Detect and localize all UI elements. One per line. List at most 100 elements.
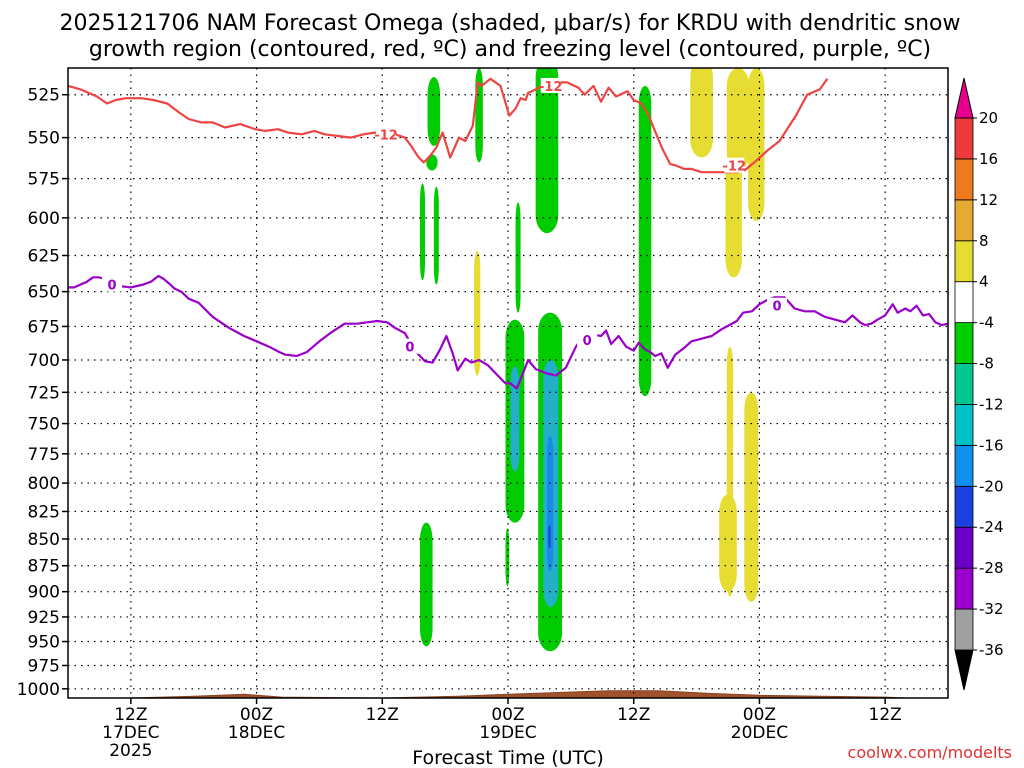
omega-cell-green [505,528,510,587]
contour-label-bg [577,331,598,347]
contour-label-bg [376,126,397,142]
omega-cell-yellow [725,154,742,278]
x-tick-label: 12Z [366,705,399,725]
y-tick-label: 1000 [17,680,60,700]
colorbar-bin [954,485,974,528]
dgz-isotherm-line [68,77,829,174]
colorbar-label: -16 [979,436,1004,454]
x-tick-label: 12Z [617,705,650,725]
credit-link[interactable]: coolwx.com/modelts [848,743,1012,762]
colorbar-bin [954,404,974,446]
colorbar-label: 12 [979,191,998,209]
omega-cell-cyan [510,366,520,472]
gridlines [68,68,948,698]
y-tick-label: 750 [28,415,60,435]
y-tick-label: 975 [28,656,60,676]
x-tick-label: 19DEC [479,723,536,743]
omega-shading [420,68,765,652]
y-tick-label: 625 [28,246,60,266]
x-tick-label: 17DEC [102,723,159,743]
omega-cell-yellow [690,68,713,158]
y-tick-label: 575 [28,170,60,190]
colorbar-bin [954,199,974,242]
x-tick-label: 00Z [743,705,776,725]
colorbar-label: -36 [979,641,1004,659]
contour-label-text: 0 [405,341,414,356]
terrain-area [68,690,948,698]
y-tick-label: 900 [28,583,60,603]
y-tick-label: 650 [28,283,60,303]
y-tick-label: 850 [28,530,60,550]
colorbar-bin [954,608,974,651]
contour-label: 0 [102,276,122,294]
contour-label-text: -12 [539,80,563,95]
x-tick-label: 2025 [109,741,152,761]
y-tick-label: 925 [28,608,60,628]
x-tick-label: 12Z [869,705,902,725]
contour-label: 0 [767,297,788,315]
freezing-level-line [68,274,948,390]
colorbar-label: 20 [979,109,998,127]
x-tick-label: 00Z [491,705,524,725]
chart-title-line1: 2025121706 NAM Forecast Omega (shaded, μ… [59,11,960,36]
colorbar-label: 4 [979,273,989,291]
terrain-fill [68,690,948,698]
colorbar-bin [954,240,974,283]
contour-label-bg [102,276,122,292]
x-axis-label: Forecast Time (UTC) [412,747,603,768]
y-tick-label: 550 [28,129,60,149]
colorbar: -36 -32 -28 -24 -20 -16 -12 -8 -4 4 8 12 16 20 [954,77,1004,691]
chart-title-line2: growth region (contoured, red, ºC) and f… [89,37,931,62]
contour-label-bg [767,297,788,313]
y-tick-label: 950 [28,633,60,653]
contour-label-text: 0 [583,334,592,349]
x-tick-label: 00Z [240,705,273,725]
omega-cell-green [427,76,441,146]
contour-label-bg [540,77,561,93]
omega-cell-yellow [719,494,737,592]
colorbar-max-arrow [954,77,974,119]
omega-cell-green [420,183,426,281]
y-tick-label: 800 [28,474,60,494]
colorbar-label: 8 [979,232,989,250]
colorbar-label: -32 [979,600,1004,618]
colorbar-label: -8 [979,355,994,373]
x-tick-label: 20DEC [731,723,788,743]
omega-cell-green [433,186,439,285]
contour-label: 0 [399,338,420,356]
colorbar-min-arrow [954,649,974,691]
omega-cell-green [535,68,559,234]
y-tick-label: 675 [28,317,60,337]
contour-label: -12 [374,126,398,143]
y-tick-label: 700 [28,351,60,371]
x-tick-label: 12Z [114,705,147,725]
contour-lines: -12 -12 -12 0 0 0 0 [68,77,948,548]
omega-cell-yellow [726,68,750,171]
colorbar-bin [954,281,974,324]
contour-label: -12 [723,157,747,175]
y-tick-label: 725 [28,383,60,403]
colorbar-label: -20 [979,477,1004,495]
omega-cell-yellow [744,392,759,602]
omega-cell-green [420,522,433,647]
contour-label-text: 0 [107,279,116,294]
x-tick-label: 18DEC [228,723,285,743]
colorbar-label: -12 [979,395,1004,413]
contour-label-text: -12 [723,160,747,175]
omega-cell-blue [546,435,554,571]
colorbar-label: -28 [979,559,1004,577]
y-tick-label: 875 [28,557,60,577]
y-tick-label: 600 [28,209,60,229]
colorbar-bin [954,158,974,201]
contour-label-text: 0 [773,300,782,315]
omega-cell-green [638,85,652,397]
contour-label: 0 [577,331,598,349]
colorbar-label: -24 [979,518,1004,536]
colorbar-bin [954,567,974,610]
y-tick-label: 775 [28,445,60,465]
contour-label-bg [399,338,420,354]
omega-cell-green [515,202,521,313]
contour-label-text: -12 [374,128,398,143]
